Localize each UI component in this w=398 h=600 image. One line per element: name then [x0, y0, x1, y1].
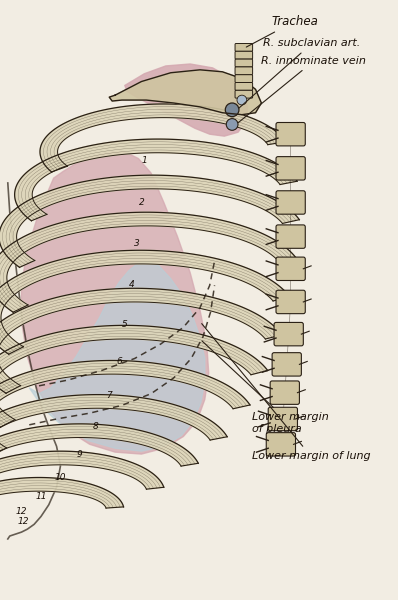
Text: 7: 7: [106, 391, 112, 400]
FancyBboxPatch shape: [276, 225, 305, 248]
Text: 10: 10: [55, 473, 66, 482]
Polygon shape: [21, 152, 209, 454]
FancyBboxPatch shape: [235, 59, 253, 67]
FancyBboxPatch shape: [235, 43, 253, 51]
FancyBboxPatch shape: [235, 51, 253, 59]
FancyBboxPatch shape: [274, 322, 303, 346]
Polygon shape: [0, 395, 227, 479]
FancyBboxPatch shape: [266, 433, 296, 456]
Text: 3: 3: [134, 239, 139, 248]
Text: 12: 12: [16, 507, 27, 516]
FancyBboxPatch shape: [272, 353, 301, 376]
Polygon shape: [0, 478, 123, 523]
Text: 2: 2: [139, 198, 144, 207]
Polygon shape: [40, 104, 285, 172]
Text: Lower margin of lung: Lower margin of lung: [202, 323, 370, 461]
FancyBboxPatch shape: [268, 407, 297, 431]
Polygon shape: [0, 361, 250, 455]
Circle shape: [225, 103, 239, 116]
Polygon shape: [0, 451, 164, 513]
FancyBboxPatch shape: [276, 191, 305, 214]
FancyBboxPatch shape: [270, 381, 299, 404]
Text: 6: 6: [116, 357, 122, 366]
Polygon shape: [0, 288, 282, 393]
Polygon shape: [29, 261, 205, 451]
Polygon shape: [0, 424, 198, 499]
Polygon shape: [0, 325, 268, 427]
Circle shape: [237, 95, 247, 105]
Circle shape: [226, 119, 238, 130]
Text: Lower margin
of pleura: Lower margin of pleura: [202, 341, 328, 434]
Polygon shape: [15, 139, 297, 221]
Polygon shape: [0, 175, 299, 268]
Polygon shape: [0, 212, 297, 312]
FancyBboxPatch shape: [235, 75, 253, 83]
Text: R. innominate vein: R. innominate vein: [238, 56, 366, 122]
Text: 9: 9: [77, 449, 83, 458]
Text: 4: 4: [129, 280, 135, 289]
Polygon shape: [0, 250, 290, 354]
FancyBboxPatch shape: [276, 122, 305, 146]
FancyBboxPatch shape: [235, 83, 253, 91]
Polygon shape: [125, 64, 248, 136]
Text: 8: 8: [93, 422, 98, 431]
Text: 12: 12: [18, 517, 29, 526]
Text: 11: 11: [35, 491, 47, 500]
FancyBboxPatch shape: [276, 290, 305, 314]
Polygon shape: [109, 70, 261, 115]
FancyBboxPatch shape: [276, 157, 305, 180]
Text: R. subclavian art.: R. subclavian art.: [239, 38, 361, 108]
Text: Trachea: Trachea: [246, 15, 318, 47]
Text: 5: 5: [122, 320, 128, 329]
Text: 1: 1: [141, 156, 147, 165]
FancyBboxPatch shape: [276, 257, 305, 280]
FancyBboxPatch shape: [235, 91, 253, 98]
FancyBboxPatch shape: [235, 67, 253, 75]
